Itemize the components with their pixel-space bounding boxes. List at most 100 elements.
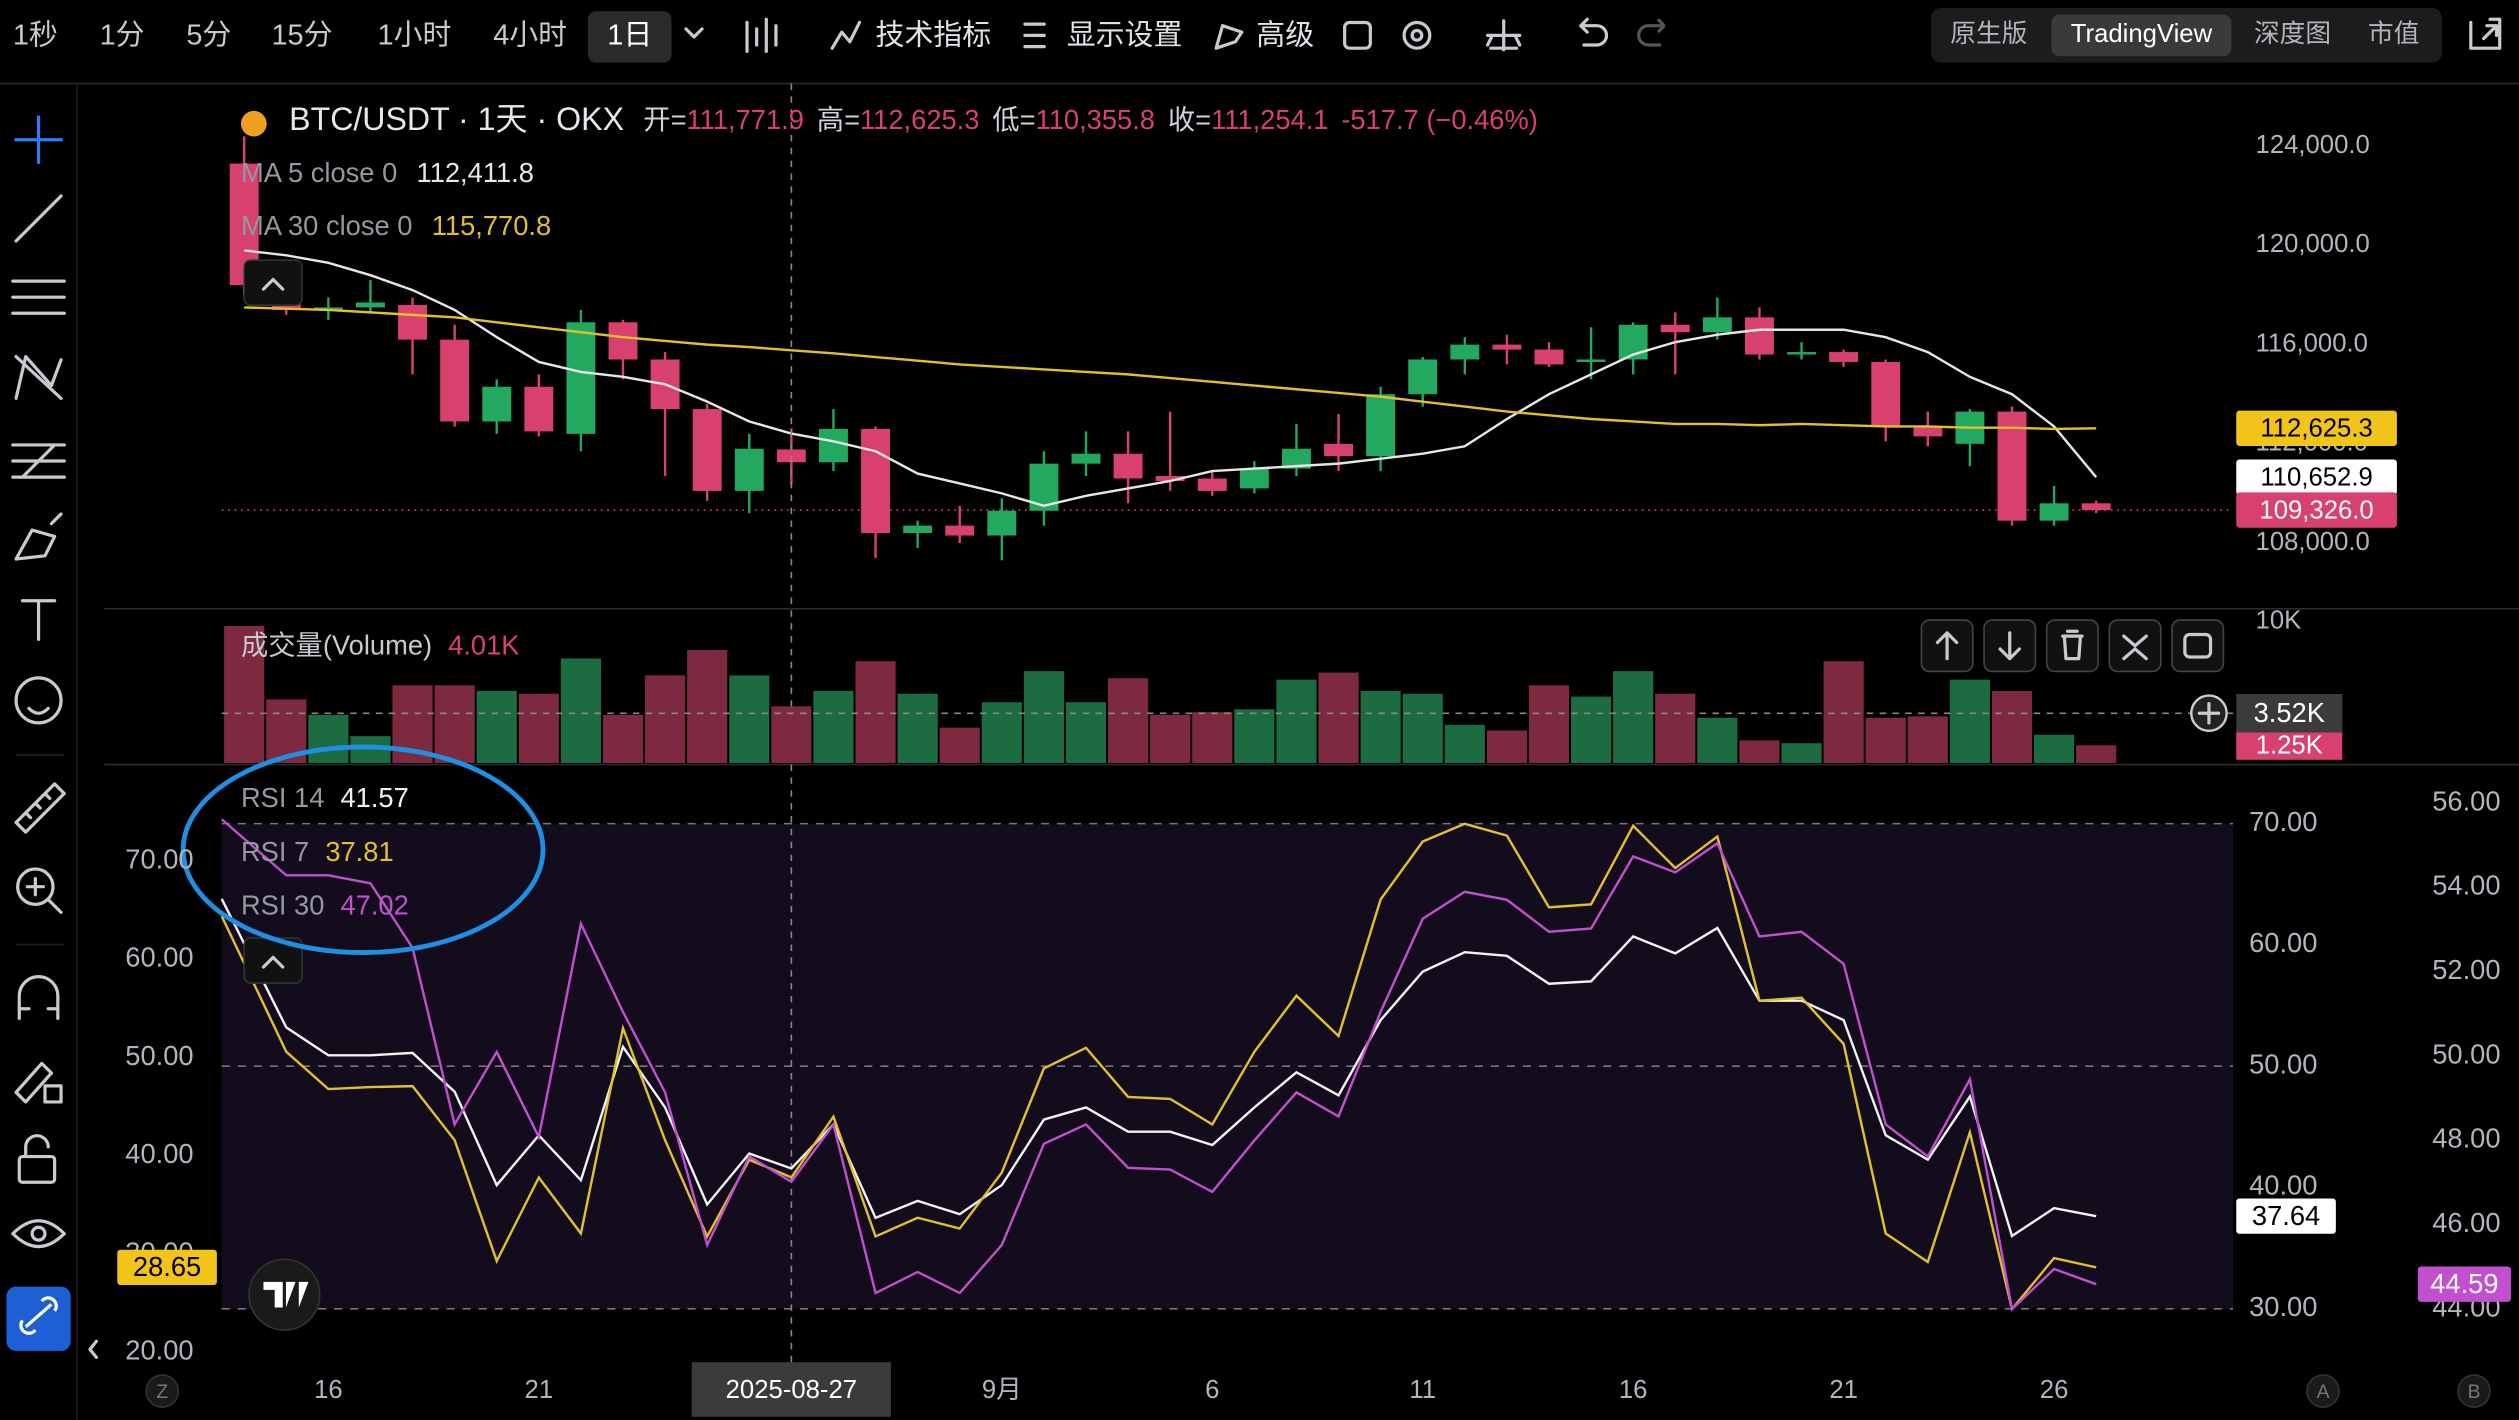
- chart-type-icon[interactable]: [745, 17, 778, 54]
- pattern-tool[interactable]: [14, 355, 63, 400]
- link-tool[interactable]: [6, 1286, 71, 1351]
- tv-logo[interactable]: [248, 1258, 321, 1331]
- candle-body: [1534, 349, 1564, 365]
- volume-bar: [476, 690, 517, 764]
- volume-bar: [1949, 679, 1990, 764]
- y-tick-label: 108,000.0: [2256, 528, 2370, 556]
- visibility-tool[interactable]: [11, 1219, 66, 1248]
- trash-icon: [2061, 629, 2084, 661]
- interval-button[interactable]: 1秒: [13, 20, 58, 52]
- x-tick-label: 26: [2040, 1376, 2069, 1404]
- rsi-legend-value: 47.02: [340, 890, 408, 921]
- volume-bar: [1991, 690, 2033, 764]
- display-icon[interactable]: [1023, 22, 1046, 49]
- candle-body: [1450, 344, 1480, 360]
- view-button[interactable]: 深度图: [2254, 19, 2331, 48]
- snapshot-icon[interactable]: [1343, 20, 1372, 50]
- volume-bar: [855, 661, 896, 764]
- candle-body: [1997, 411, 2027, 521]
- axis-button-label: B: [2468, 1382, 2481, 1403]
- more-button[interactable]: [2171, 619, 2225, 673]
- axis-button[interactable]: [145, 1374, 180, 1408]
- collapse-toolbar[interactable]: [88, 1339, 98, 1359]
- crosshair-badge-label: 3.52K: [2254, 697, 2325, 728]
- axis-button[interactable]: [2306, 1374, 2340, 1408]
- crosshair-tool[interactable]: [14, 115, 63, 164]
- menu-button[interactable]: 高级: [1256, 20, 1314, 52]
- compare-icon[interactable]: [1486, 19, 1522, 52]
- rsi-pane: [221, 822, 2234, 1310]
- y-tick-label: 70.00: [125, 843, 193, 874]
- y-tick-label: 50.00: [2249, 1048, 2317, 1079]
- active-view-bg: [2051, 14, 2232, 57]
- volume-bar: [1781, 743, 1822, 764]
- plus-icon: [2197, 701, 2221, 725]
- legend-entry: MA 30 close 0 115,770.8: [241, 210, 551, 241]
- axis-button-label: A: [2317, 1382, 2330, 1403]
- axis-button[interactable]: [2457, 1374, 2491, 1408]
- settings-icon[interactable]: [1402, 20, 1432, 50]
- interval-button[interactable]: 15分: [271, 20, 332, 52]
- price-badge: [2236, 410, 2397, 446]
- x-tick-label: 11: [1409, 1376, 1436, 1404]
- y-tick-label: 40.00: [125, 1138, 193, 1169]
- candle-body: [1913, 426, 1943, 437]
- menu-button[interactable]: 显示设置: [1067, 20, 1183, 52]
- collapse-legend[interactable]: [243, 259, 303, 307]
- volume-bar: [1865, 717, 1906, 764]
- candle-body: [2081, 503, 2111, 511]
- delete-button[interactable]: [2045, 619, 2099, 673]
- line-tool[interactable]: [14, 194, 63, 243]
- ohlc-value: 111,254.1: [1211, 104, 1328, 135]
- y-tick-label: 54.00: [2432, 870, 2500, 901]
- rsi-legend-name: RSI 14: [241, 782, 324, 813]
- emoji-tool[interactable]: [14, 676, 63, 725]
- volume-bar: [897, 693, 938, 764]
- volume-bar: [1276, 679, 1317, 764]
- volume-bar: [1234, 709, 1275, 764]
- volume-pane-buttons: [1920, 619, 2228, 733]
- interval-button[interactable]: 1日: [607, 20, 652, 52]
- brush-tool[interactable]: [14, 512, 63, 561]
- zoom-tool[interactable]: [16, 867, 55, 906]
- lock-tool[interactable]: [17, 1154, 57, 1184]
- active-interval-bg: [587, 11, 672, 63]
- y-tick-label: 20.00: [125, 1335, 193, 1366]
- volume-bar: [1150, 714, 1191, 764]
- hline-tool[interactable]: [11, 279, 66, 315]
- dropdown-icon[interactable]: [684, 27, 704, 39]
- volume-bar: [1402, 693, 1443, 764]
- more-icon: [2183, 632, 2213, 659]
- candle-body: [1281, 448, 1311, 469]
- fib-tool[interactable]: [11, 443, 66, 479]
- redo-icon[interactable]: [1637, 18, 1666, 47]
- volume-bar: [729, 675, 770, 764]
- advanced-icon[interactable]: [1214, 24, 1244, 50]
- candle-body: [313, 307, 343, 310]
- interval-button[interactable]: 1小时: [378, 20, 452, 52]
- volume-bar: [1697, 717, 1738, 764]
- volume-bar: [939, 727, 980, 764]
- text-tool[interactable]: [20, 599, 57, 641]
- fullscreen-icon[interactable]: [2469, 17, 2502, 50]
- view-button[interactable]: TradingView: [2071, 20, 2213, 48]
- view-button[interactable]: 原生版: [1950, 19, 2027, 48]
- indicator-icon[interactable]: [830, 20, 862, 50]
- x-tick-label: 9月: [982, 1376, 1022, 1404]
- interval-button[interactable]: 4小时: [493, 20, 567, 52]
- menu-button[interactable]: 技术指标: [876, 20, 992, 52]
- magnet-tool[interactable]: [17, 975, 60, 1021]
- y-tick-label: 46.00: [2432, 1207, 2500, 1238]
- ruler-tool[interactable]: [14, 782, 66, 834]
- interval-button[interactable]: 5分: [186, 20, 231, 52]
- interval-button[interactable]: 1分: [100, 20, 145, 52]
- rsi-line: [220, 818, 2097, 1312]
- undo-icon[interactable]: [1579, 17, 1609, 47]
- volume-legend-value: 4.01K: [448, 630, 519, 661]
- x-tick-label: 16: [314, 1376, 343, 1404]
- lock-draw-tool[interactable]: [14, 1061, 63, 1104]
- view-button[interactable]: 市值: [2368, 19, 2419, 48]
- candle-body: [1744, 317, 1774, 355]
- candle-body: [1197, 478, 1227, 491]
